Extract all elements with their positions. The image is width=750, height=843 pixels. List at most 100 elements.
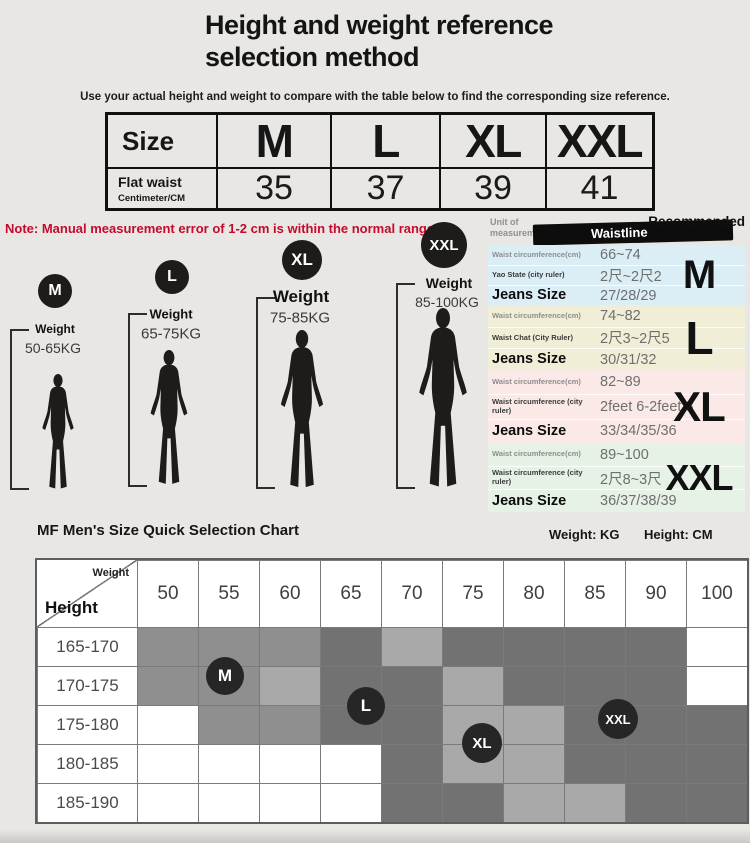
- grid-cell: [198, 627, 259, 666]
- grid-cell: [320, 666, 381, 705]
- grid-cell: [259, 705, 320, 744]
- page-title-line1: Height and weight reference: [205, 10, 554, 40]
- bracket-line: [10, 329, 29, 490]
- weight-label: Weight: [35, 322, 75, 336]
- spec-row-label: Yao State (city ruler): [492, 270, 565, 280]
- grid-cell: [442, 627, 503, 666]
- grid-cell: [442, 744, 503, 783]
- grid-cell: [320, 744, 381, 783]
- grid-cell: [259, 627, 320, 666]
- size-corner-label: Size: [122, 125, 175, 156]
- weight-header-cell: 65: [320, 560, 381, 627]
- spec-row-label: Waist circumference(cm): [492, 449, 581, 459]
- grid-cell: [198, 666, 259, 705]
- grid-corner-cell: Weight Height: [37, 560, 137, 627]
- weight-label: Weight: [272, 287, 330, 306]
- grid-cell: [137, 666, 198, 705]
- size-badge: M: [38, 274, 72, 308]
- spec-row-label: Jeans Size: [492, 287, 567, 304]
- size-table: Size M L XL XXL Flat waist Centimeter/CM…: [105, 112, 655, 211]
- recommended-size-letter: XL: [673, 382, 726, 430]
- corner-weight-label: Weight: [92, 567, 129, 579]
- height-label-cell: 180-185: [37, 744, 137, 783]
- size-header-xxl: XXL: [545, 115, 652, 167]
- recommended-label: Recommended: [648, 214, 745, 229]
- bottom-shadow: [0, 829, 750, 843]
- page-subtitle: Use your actual height and weight to com…: [80, 91, 670, 103]
- spec-row: Waist circumference (city ruler) 2尺8~3尺: [488, 466, 745, 489]
- spec-row-label: Jeans Size: [492, 492, 567, 509]
- flat-waist-value-l: 37: [330, 167, 439, 208]
- weight-header-cell: 75: [442, 560, 503, 627]
- grid-cell: [442, 705, 503, 744]
- grid-cell: [503, 744, 564, 783]
- spec-section-l: Waist circumference(cm) 74~82 Waist Chat (…: [488, 305, 745, 370]
- height-label-cell: 185-190: [37, 783, 137, 822]
- grid-cell: [320, 705, 381, 744]
- spec-row-value: 30/31/32: [600, 351, 657, 368]
- flat-waist-value-xxl: 41: [545, 167, 652, 208]
- spec-row: Waist circumference(cm) 74~82: [488, 305, 745, 327]
- spec-row-label: Waist circumference(cm): [492, 310, 581, 320]
- recommended-size-letter: XXL: [665, 456, 733, 498]
- weight-range-label: 75-85KG: [269, 309, 331, 327]
- spec-row-value: 2feet 6-2feet 8: [600, 398, 694, 415]
- grid-cell: [625, 744, 686, 783]
- grid-cell: [259, 783, 320, 822]
- spec-row: Waist circumference(cm) 66~74: [488, 245, 745, 265]
- spec-row-label: Waist circumference(cm): [492, 249, 581, 259]
- weight-header-cell: 80: [503, 560, 564, 627]
- spec-row: Jeans Size 33/34/35/36: [488, 418, 745, 443]
- grid-cell: [320, 627, 381, 666]
- weight-range-label: 65-75KG: [140, 325, 202, 343]
- grid-cell: [198, 705, 259, 744]
- grid-cell: [625, 783, 686, 822]
- spec-row-label: Waist Chat (City Ruler): [492, 332, 573, 342]
- spec-row-label: Waist circumference (city ruler): [492, 397, 583, 415]
- flat-waist-value-m: 35: [216, 167, 330, 208]
- spec-row-value: 74~82: [600, 307, 641, 324]
- grid-cell: [686, 666, 747, 705]
- weight-label: Weight: [425, 275, 473, 291]
- unit-of-measurement-label-line2: measurement: [490, 228, 549, 238]
- note-text: Note: Manual measurement error of 1-2 cm…: [5, 221, 435, 236]
- recommended-size-letter: M: [682, 252, 716, 297]
- spec-sections: Waist circumference(cm) 66~74 Yao State (c…: [488, 245, 745, 512]
- spec-row: Jeans Size 27/28/29: [488, 285, 745, 305]
- weight-header-cell: 50: [137, 560, 198, 627]
- spec-row: Waist circumference(cm) 82~89: [488, 370, 745, 394]
- flat-waist-label-line2: Centimeter/CM: [118, 192, 186, 204]
- size-header-m: M: [216, 115, 330, 167]
- weight-header-cell: 100: [686, 560, 747, 627]
- grid-cell: [442, 783, 503, 822]
- grid-cell: [503, 627, 564, 666]
- grid-cell: [503, 783, 564, 822]
- weight-range-label: 85-100KG: [415, 294, 479, 310]
- spec-row-label: Waist circumference(cm): [492, 376, 581, 386]
- weight-header-cell: 70: [381, 560, 442, 627]
- bracket-line: [128, 313, 147, 487]
- spec-row-value: 89~100: [600, 446, 649, 463]
- flat-waist-label-line1: Flat waist: [118, 173, 182, 190]
- grid-cell: [381, 627, 442, 666]
- man-silhouette: [142, 350, 196, 488]
- grid-cell: [259, 666, 320, 705]
- grid-cell: [564, 783, 625, 822]
- spec-row-label: Waist circumference (city ruler): [492, 468, 583, 486]
- weight-range-label: 50-65KG: [24, 340, 82, 356]
- spec-row-value: 33/34/35/36: [600, 423, 677, 440]
- grid-cell: [137, 783, 198, 822]
- grid-cell: [137, 744, 198, 783]
- grid-cell: [259, 744, 320, 783]
- page-title-line2: selection method: [205, 42, 420, 72]
- flat-waist-value-xl: 39: [439, 167, 545, 208]
- recommended-size-letter: L: [685, 311, 713, 364]
- spec-row: Yao State (city ruler) 2尺~2尺2: [488, 265, 745, 285]
- spec-row-value: 27/28/29: [600, 287, 657, 304]
- weight-header-cell: 55: [198, 560, 259, 627]
- grid-cell: [442, 666, 503, 705]
- grid-cell: [564, 627, 625, 666]
- grid-cell: [686, 783, 747, 822]
- grid-cell: [381, 705, 442, 744]
